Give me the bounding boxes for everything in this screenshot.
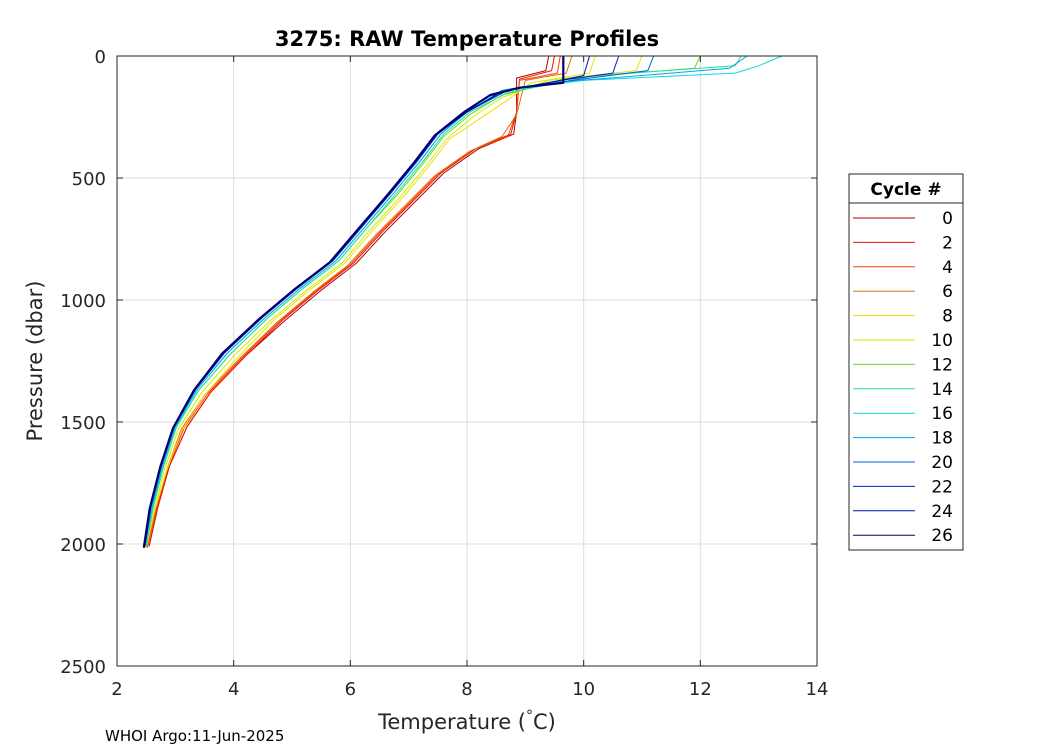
legend-box — [848, 173, 964, 551]
legend-label-0: 0 — [942, 209, 953, 229]
y-tick-label: 2000 — [60, 535, 106, 556]
x-tick-label: 14 — [806, 679, 829, 700]
profile-line-cycle-8 — [145, 55, 596, 548]
legend-label-2: 2 — [942, 233, 953, 253]
legend-label-14: 14 — [931, 380, 953, 400]
legend-label-16: 16 — [931, 404, 953, 424]
profile-line-cycle-4 — [146, 55, 561, 548]
x-tick-label: 4 — [228, 679, 239, 700]
legend-label-20: 20 — [931, 453, 953, 473]
x-axis-label: Temperature (°C) — [377, 708, 556, 734]
legend-label-6: 6 — [942, 282, 953, 302]
legend-title: Cycle # — [870, 180, 941, 200]
x-tick-label: 8 — [461, 679, 472, 700]
profile-line-cycle-10 — [145, 55, 643, 548]
legend-label-8: 8 — [942, 307, 953, 327]
footer-text: WHOI Argo:11-Jun-2025 — [105, 727, 284, 745]
x-tick-label: 2 — [111, 679, 122, 700]
x-axis-label-text: Temperature (°C) — [377, 708, 556, 734]
degree-symbol: ° — [526, 708, 533, 724]
y-tick-label: 0 — [95, 47, 106, 68]
x-tick-label: 10 — [572, 679, 595, 700]
y-axis-label: Pressure (dbar) — [23, 281, 47, 442]
legend-label-22: 22 — [931, 477, 953, 497]
y-tick-label: 1500 — [60, 413, 106, 434]
profile-lines — [142, 55, 783, 548]
y-tick-label: 500 — [72, 169, 106, 190]
x-axis-label-unit: C) — [533, 710, 556, 734]
y-tick-label: 2500 — [60, 657, 106, 678]
legend-label-4: 4 — [942, 258, 953, 278]
legend-label-24: 24 — [931, 502, 953, 522]
profile-line-cycle-26 — [142, 56, 565, 548]
x-axis-label-main: Temperature ( — [377, 710, 526, 734]
legend-label-18: 18 — [931, 429, 953, 449]
axis-ticks: 2 4 6 8 10 12 14 0 500 1000 1500 2000 2500 — [60, 47, 828, 700]
legend-label-10: 10 — [931, 331, 953, 351]
profile-line-cycle-6 — [145, 55, 573, 548]
chart-title: 3275: RAW Temperature Profiles — [275, 27, 659, 51]
x-tick-label: 6 — [345, 679, 356, 700]
x-tick-label: 12 — [689, 679, 712, 700]
y-tick-label: 1000 — [60, 291, 106, 312]
legend-label-12: 12 — [931, 355, 953, 375]
legend-label-26: 26 — [931, 526, 953, 546]
profile-line-cycle-14 — [145, 55, 742, 547]
